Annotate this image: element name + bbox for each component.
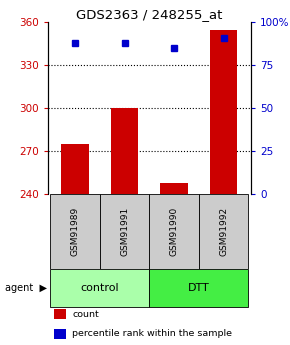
- Bar: [61, 144, 89, 194]
- Text: GSM91989: GSM91989: [70, 207, 79, 256]
- Bar: [111, 108, 138, 194]
- Text: DTT: DTT: [188, 283, 210, 293]
- Bar: [149, 194, 199, 269]
- Text: GSM91992: GSM91992: [219, 207, 228, 256]
- Bar: [199, 194, 248, 269]
- Bar: [160, 183, 188, 194]
- Text: GSM91991: GSM91991: [120, 207, 129, 256]
- Bar: [100, 194, 149, 269]
- Title: GDS2363 / 248255_at: GDS2363 / 248255_at: [76, 8, 222, 21]
- Text: control: control: [81, 283, 119, 293]
- Bar: [50, 269, 149, 307]
- Text: percentile rank within the sample: percentile rank within the sample: [72, 329, 232, 338]
- Bar: [149, 269, 248, 307]
- Bar: [50, 194, 100, 269]
- Text: GSM91990: GSM91990: [170, 207, 179, 256]
- Bar: [54, 309, 66, 319]
- Text: agent  ▶: agent ▶: [5, 283, 47, 293]
- Text: count: count: [72, 310, 99, 319]
- Bar: [210, 30, 237, 194]
- Bar: [54, 329, 66, 339]
